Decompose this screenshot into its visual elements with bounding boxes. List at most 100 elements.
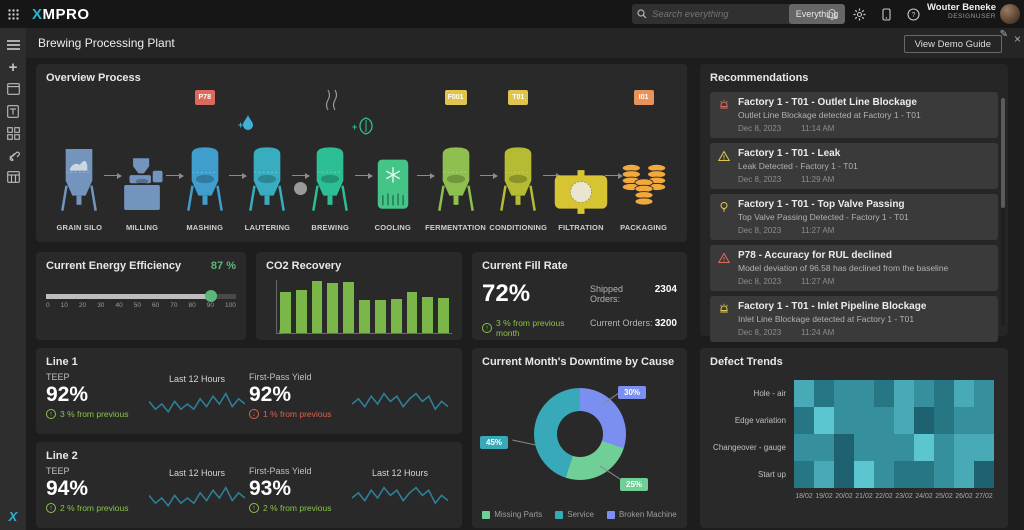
fpy-sparkline: Last 12 Hours	[352, 466, 448, 514]
recommendation-desc: Outlet Line Blockage detected at Factory…	[738, 110, 921, 120]
process-stage-brewing: BREWING	[299, 114, 373, 232]
user-block[interactable]: Wouter Beneke DESIGNUSER	[927, 2, 996, 21]
heatmap-row-label: Start up	[757, 470, 786, 479]
scrollbar-track[interactable]	[1001, 98, 1005, 326]
recommendation-date: Dec 8, 2023	[738, 277, 782, 286]
heatmap-cell	[794, 434, 814, 461]
menu-icon[interactable]	[0, 34, 26, 56]
app-grid-icon[interactable]	[0, 8, 26, 20]
search-input[interactable]	[652, 8, 789, 20]
user-name: Wouter Beneke	[927, 2, 996, 13]
heatmap-cell	[894, 434, 914, 461]
heatmap-cell	[854, 380, 874, 407]
heatmap-cell	[834, 407, 854, 434]
recommendation-desc: Top Valve Passing Detected - Factory 1 -…	[738, 212, 909, 222]
current-orders-value: 3200	[654, 318, 677, 329]
teep-kpi: TEEP 92% ↑ 3 % from previous	[46, 372, 129, 419]
teep-kpi: TEEP 94% ↑ 2 % from previous	[46, 466, 129, 513]
co2-bar	[406, 291, 418, 333]
defects-heatmap: Hole - air Edge variation Changeover - gau…	[710, 380, 998, 500]
heatmap-cell	[974, 434, 994, 461]
recommendation-title: P78 - Accuracy for RUL declined	[738, 250, 892, 261]
stage-label: BREWING	[311, 223, 349, 232]
sidebar: + X	[0, 28, 26, 530]
bell-icon[interactable]	[825, 7, 839, 21]
shipped-orders-label: Shipped Orders:	[590, 284, 624, 304]
edit-pencil-icon[interactable]: ✎	[999, 29, 1008, 40]
recommendation-time: 11:29 AM	[801, 175, 835, 184]
process-stage-fermentation: F001 FERMENTATION	[424, 90, 498, 232]
sparkline-chart	[352, 392, 448, 411]
mobile-icon[interactable]	[879, 7, 893, 21]
view-demo-guide-button[interactable]: View Demo Guide	[903, 35, 1002, 53]
co2-recovery-panel: CO2 Recovery 0	[256, 252, 462, 340]
tick-label: 50	[133, 302, 141, 309]
svg-text:+: +	[352, 122, 357, 132]
recommendation-card[interactable]: P78 - Accuracy for RUL declined Model dev…	[710, 245, 998, 291]
window-icon[interactable]	[0, 78, 26, 100]
heatmap-cell	[914, 380, 934, 407]
tick-label: 20	[78, 302, 87, 309]
heatmap-col-label: 21/02	[855, 493, 873, 500]
help-icon[interactable]: ?	[906, 7, 920, 21]
stage-label: MILLING	[125, 223, 159, 232]
recommendation-card[interactable]: Factory 1 - T01 - Leak Leak Detected - Fa…	[710, 143, 998, 189]
table-icon[interactable]	[0, 166, 26, 188]
co2-bar-chart: 0	[276, 280, 452, 336]
recommendation-time: 11:14 AM	[801, 124, 835, 133]
tick-label: 10	[60, 302, 68, 309]
line2-panel: Line 2 TEEP 94% ↑ 2 % from previous Last …	[36, 442, 462, 528]
process-stage-grain-silo: GRAIN SILO	[48, 114, 122, 232]
tick-label: 30	[97, 302, 105, 309]
add-icon[interactable]: +	[8, 58, 18, 76]
bulb-icon	[718, 199, 731, 235]
heatmap-col-label: 19/02	[815, 493, 833, 500]
sparkline-chart	[352, 486, 448, 505]
fpy-sparkline	[352, 372, 448, 420]
current-orders-label: Current Orders:	[590, 318, 653, 328]
recommendation-title: Factory 1 - T01 - Outlet Line Blockage	[738, 97, 917, 108]
link-icon[interactable]	[0, 144, 26, 166]
tank-icon	[178, 144, 232, 219]
heatmap-cell	[894, 407, 914, 434]
close-icon[interactable]: ×	[1013, 32, 1021, 46]
co2-bar	[359, 300, 370, 333]
avatar[interactable]	[1000, 4, 1020, 24]
topbar: XMPRO Everything ? Wouter Beneke DESIGNU…	[0, 0, 1024, 28]
panel-title: Current Fill Rate	[482, 260, 568, 272]
process-stage-packaging: I01 PACKAGING	[612, 90, 675, 232]
tick-label: 100	[225, 302, 236, 309]
legend-swatch	[606, 510, 615, 519]
template-icon[interactable]	[0, 100, 26, 122]
warning-icon	[717, 250, 731, 286]
recommendation-card[interactable]: Factory 1 - T01 - Top Valve Passing Top V…	[710, 194, 998, 240]
box-icon	[371, 156, 415, 219]
gear-icon[interactable]	[852, 7, 866, 21]
svg-text:?: ?	[911, 12, 915, 19]
scrollbar-thumb[interactable]	[1001, 98, 1005, 208]
recommendation-card[interactable]: Factory 1 - T01 - Outlet Line Blockage Ou…	[710, 92, 998, 138]
downtime-panel: Current Month's Downtime by Cause Missin…	[472, 348, 687, 528]
co2-bar	[374, 299, 386, 333]
stage-label: FILTRATION	[558, 223, 604, 232]
blocks-icon[interactable]	[0, 122, 26, 144]
heatmap-cell	[834, 380, 854, 407]
panel-title: Current Month's Downtime by Cause	[482, 356, 675, 368]
stage-badge: I01	[633, 90, 654, 105]
xmpro-logo: XMPRO	[32, 5, 90, 23]
slider-knob[interactable]	[205, 290, 218, 302]
heatmap-cell	[914, 434, 934, 461]
stage-label: CONDITIONING	[489, 223, 548, 232]
heatmap-cell	[794, 380, 814, 407]
heatmap-cell	[934, 407, 954, 434]
process-stage-conditioning: T01 CONDITIONING	[487, 90, 561, 232]
stage-label: FERMENTATION	[425, 223, 486, 232]
panel-title: Overview Process	[46, 72, 141, 84]
heatmap-cell	[874, 434, 894, 461]
search-bar: Everything	[632, 4, 845, 24]
tank-icon	[240, 144, 294, 219]
heatmap-cell	[874, 461, 894, 488]
recommendation-card[interactable]: Factory 1 - T01 - Inlet Pipeline Blockag…	[710, 296, 998, 342]
teep-sparkline: Last 12 Hours	[149, 372, 245, 420]
